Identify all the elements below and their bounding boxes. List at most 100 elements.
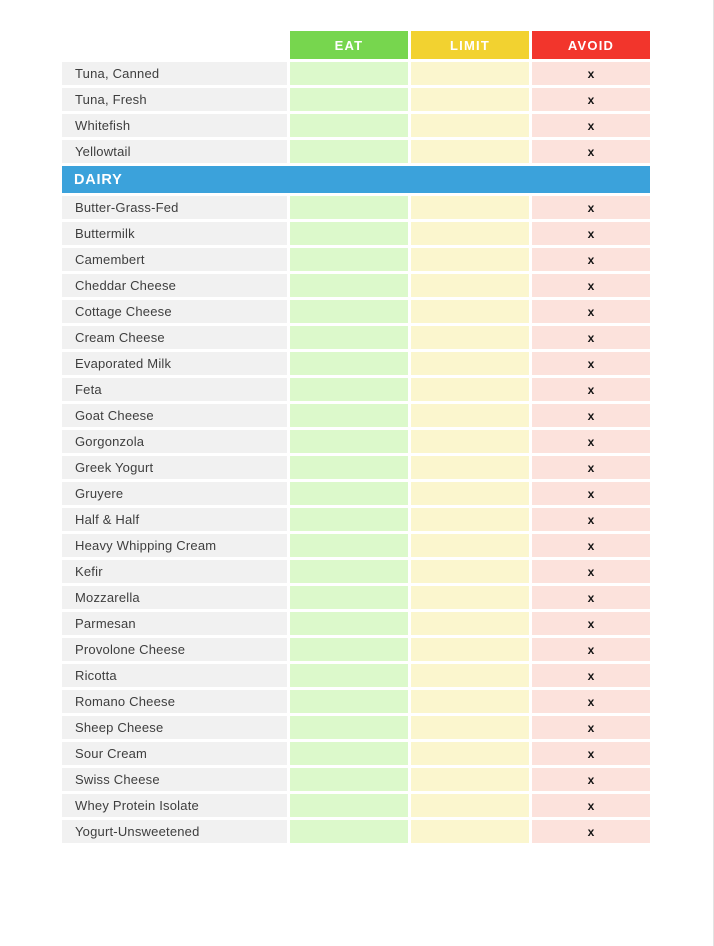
eat-cell (290, 404, 408, 427)
row-label: Parmesan (62, 612, 287, 635)
row-label: Butter-Grass-Fed (62, 196, 287, 219)
food-table-body: Tuna, Canned x Tuna, Fresh x Whitefish x Yello… (62, 62, 650, 843)
limit-cell (411, 300, 529, 323)
limit-cell (411, 196, 529, 219)
eat-cell (290, 690, 408, 713)
row-label: Kefir (62, 560, 287, 583)
eat-cell (290, 378, 408, 401)
table-row: Half & Half x (62, 508, 650, 531)
table-row: Cheddar Cheese x (62, 274, 650, 297)
food-table: EAT LIMIT AVOID Tuna, Canned x Tuna, Fresh… (59, 28, 653, 846)
limit-cell (411, 352, 529, 375)
limit-cell (411, 664, 529, 687)
limit-cell (411, 274, 529, 297)
eat-cell (290, 456, 408, 479)
eat-cell (290, 534, 408, 557)
eat-cell (290, 482, 408, 505)
eat-cell (290, 326, 408, 349)
row-label: Tuna, Canned (62, 62, 287, 85)
row-label: Evaporated Milk (62, 352, 287, 375)
table-row: Swiss Cheese x (62, 768, 650, 791)
table-row: Camembert x (62, 248, 650, 271)
limit-cell (411, 716, 529, 739)
limit-cell (411, 742, 529, 765)
eat-cell (290, 508, 408, 531)
eat-cell (290, 140, 408, 163)
eat-cell (290, 768, 408, 791)
avoid-cell-x-marker: x (532, 456, 650, 479)
table-row: Whey Protein Isolate x (62, 794, 650, 817)
header-spacer-cell (62, 31, 287, 59)
row-label: Swiss Cheese (62, 768, 287, 791)
row-label: Cheddar Cheese (62, 274, 287, 297)
avoid-cell-x-marker: x (532, 612, 650, 635)
limit-cell (411, 560, 529, 583)
limit-cell (411, 794, 529, 817)
eat-cell (290, 274, 408, 297)
row-label: Goat Cheese (62, 404, 287, 427)
eat-cell (290, 114, 408, 137)
row-label: Feta (62, 378, 287, 401)
limit-cell (411, 534, 529, 557)
limit-column-header: LIMIT (411, 31, 529, 59)
limit-cell (411, 404, 529, 427)
avoid-cell-x-marker: x (532, 248, 650, 271)
eat-cell (290, 300, 408, 323)
row-label: Whitefish (62, 114, 287, 137)
row-label: Heavy Whipping Cream (62, 534, 287, 557)
row-label: Romano Cheese (62, 690, 287, 713)
table-row: Kefir x (62, 560, 650, 583)
row-label: Gruyere (62, 482, 287, 505)
avoid-cell-x-marker: x (532, 300, 650, 323)
limit-cell (411, 114, 529, 137)
avoid-cell-x-marker: x (532, 638, 650, 661)
eat-cell (290, 222, 408, 245)
avoid-cell-x-marker: x (532, 114, 650, 137)
row-label: Sheep Cheese (62, 716, 287, 739)
section-header-dairy: DAIRY (62, 166, 650, 193)
limit-cell (411, 482, 529, 505)
limit-cell (411, 586, 529, 609)
limit-cell (411, 248, 529, 271)
eat-cell (290, 586, 408, 609)
limit-cell (411, 62, 529, 85)
row-label: Half & Half (62, 508, 287, 531)
row-label: Yogurt-Unsweetened (62, 820, 287, 843)
eat-cell (290, 560, 408, 583)
avoid-cell-x-marker: x (532, 716, 650, 739)
eat-cell (290, 248, 408, 271)
table-row: Romano Cheese x (62, 690, 650, 713)
avoid-cell-x-marker: x (532, 560, 650, 583)
avoid-cell-x-marker: x (532, 62, 650, 85)
avoid-cell-x-marker: x (532, 820, 650, 843)
eat-cell (290, 742, 408, 765)
eat-cell (290, 196, 408, 219)
avoid-cell-x-marker: x (532, 586, 650, 609)
eat-column-header: EAT (290, 31, 408, 59)
table-row: Gruyere x (62, 482, 650, 505)
table-row: Parmesan x (62, 612, 650, 635)
table-row: Feta x (62, 378, 650, 401)
eat-cell (290, 794, 408, 817)
eat-cell (290, 820, 408, 843)
limit-cell (411, 430, 529, 453)
avoid-cell-x-marker: x (532, 140, 650, 163)
row-label: Cottage Cheese (62, 300, 287, 323)
limit-cell (411, 768, 529, 791)
limit-cell (411, 326, 529, 349)
eat-cell (290, 62, 408, 85)
avoid-cell-x-marker: x (532, 404, 650, 427)
avoid-cell-x-marker: x (532, 430, 650, 453)
table-row: Ricotta x (62, 664, 650, 687)
row-label: Whey Protein Isolate (62, 794, 287, 817)
table-row: Mozzarella x (62, 586, 650, 609)
limit-cell (411, 88, 529, 111)
avoid-cell-x-marker: x (532, 664, 650, 687)
row-label: Cream Cheese (62, 326, 287, 349)
avoid-cell-x-marker: x (532, 534, 650, 557)
table-row: Cottage Cheese x (62, 300, 650, 323)
row-label: Ricotta (62, 664, 287, 687)
row-label: Sour Cream (62, 742, 287, 765)
limit-cell (411, 456, 529, 479)
row-label: Buttermilk (62, 222, 287, 245)
